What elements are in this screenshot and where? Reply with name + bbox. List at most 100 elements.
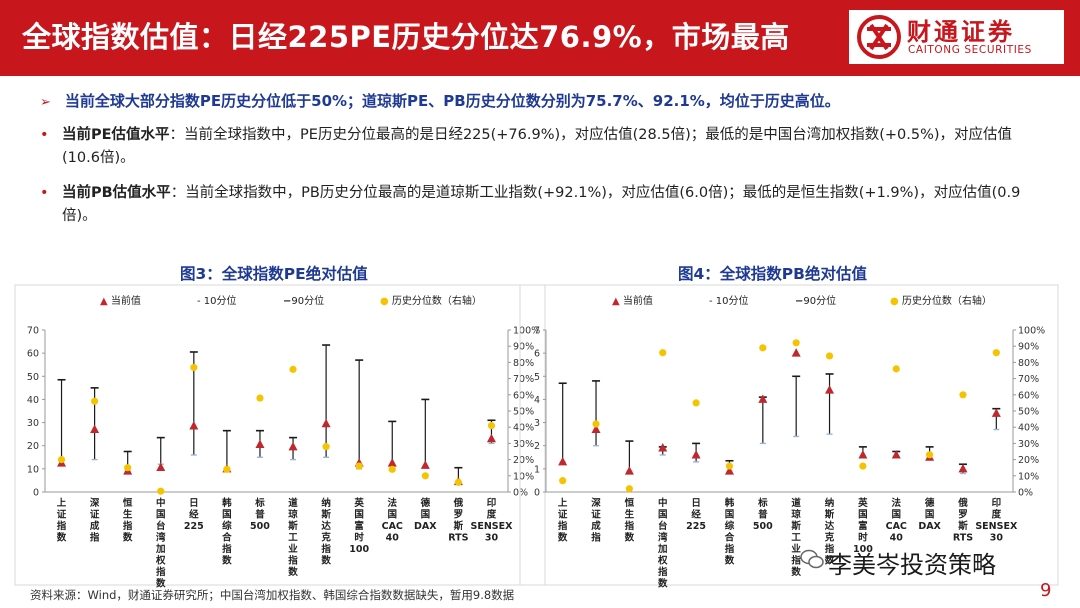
y-tick-label: 0 bbox=[33, 488, 39, 499]
category-label: 标普 500 bbox=[250, 497, 270, 532]
category-label: 深证成指 bbox=[90, 497, 100, 544]
category-label: 法国 CAC 40 bbox=[886, 497, 907, 544]
current-value-marker bbox=[691, 449, 701, 459]
chart-pe-title: 图3：全球指数PE绝对估值 bbox=[180, 265, 368, 283]
legend-pct-label: 历史分位数（右轴） bbox=[391, 296, 482, 307]
percentile-dot bbox=[289, 365, 297, 373]
chart-frame bbox=[14, 284, 546, 586]
percentile-dot bbox=[157, 487, 165, 495]
y2-tick-label: 60% bbox=[513, 390, 534, 401]
category-label: 俄罗斯 RTS bbox=[448, 497, 468, 544]
percentile-dot bbox=[625, 485, 633, 493]
current-value-marker bbox=[825, 385, 835, 394]
legend-pct-label: 历史分位数（右轴） bbox=[901, 296, 992, 307]
current-value-marker bbox=[624, 466, 634, 475]
triangle-icon: ▲ bbox=[612, 296, 620, 307]
y2-tick-label: 80% bbox=[513, 358, 534, 369]
y2-tick-label: 0% bbox=[513, 488, 528, 499]
y2-tick-label: 50% bbox=[513, 407, 534, 418]
watermark-text: 李美岑投资策略 bbox=[828, 551, 996, 579]
y-tick-label: 40 bbox=[27, 395, 39, 406]
percentile-dot bbox=[355, 462, 363, 470]
category-label: 中国台湾加权指数 bbox=[657, 497, 668, 590]
y-tick-label: 30 bbox=[27, 418, 39, 429]
legend-current-label: 当前值 bbox=[110, 296, 141, 307]
current-value-marker bbox=[189, 421, 199, 430]
y2-tick-label: 40% bbox=[1018, 423, 1039, 434]
y2-tick-label: 20% bbox=[1018, 455, 1039, 466]
category-label: 日经 225 bbox=[686, 498, 706, 532]
y2-tick-label: 100% bbox=[513, 326, 540, 337]
y-tick-label: 50 bbox=[27, 372, 39, 383]
legend-p10-item: - 10分位 bbox=[709, 296, 749, 307]
company-logo: 财通证券 CAITONG SECURITIES bbox=[849, 10, 1064, 64]
y-tick-label: 60 bbox=[27, 349, 39, 360]
legend-p10-label: 10分位 bbox=[203, 296, 237, 307]
y2-tick-label: 50% bbox=[1018, 407, 1039, 418]
current-value-marker bbox=[858, 449, 868, 459]
bullet-pb-text: ：当前全球指数中，PB历史分位最高的是道琼斯工业指数(+92.1%)，对应估值(… bbox=[62, 185, 1021, 224]
current-value-marker bbox=[486, 433, 496, 443]
percentile-dot bbox=[454, 478, 462, 486]
percentile-dot bbox=[559, 477, 567, 485]
percentile-dot bbox=[256, 394, 264, 402]
legend-p10-label: 10分位 bbox=[715, 296, 749, 307]
y2-tick-label: 70% bbox=[1018, 374, 1039, 385]
percentile-dot bbox=[91, 397, 99, 405]
category-label: 标普 500 bbox=[753, 497, 773, 532]
source-note: 资料来源：Wind，财通证券研究所；中国台湾加权指数、韩国综合指数数据缺失，暂用… bbox=[30, 588, 515, 602]
category-label: 印度 SENSEX 30 bbox=[975, 497, 1018, 544]
y2-tick-label: 70% bbox=[513, 374, 534, 385]
category-label: 中国台湾加权指数 bbox=[155, 497, 166, 590]
page-number: 9 bbox=[1040, 580, 1052, 601]
y-tick-label: 10 bbox=[27, 464, 39, 475]
bullet-pe-text: ：当前全球指数中，PE历史分位最高的是日经225(+76.9%)，对应估值(28… bbox=[62, 127, 1013, 166]
bullet-pe-label: 当前PE估值水平 bbox=[62, 127, 170, 143]
legend-p90-item: −90分位 bbox=[795, 296, 837, 307]
y2-tick-label: 60% bbox=[1018, 390, 1039, 401]
bullet-pb-label: 当前PB估值水平 bbox=[62, 185, 171, 201]
arrow-bullet-icon: ➢ bbox=[40, 95, 51, 110]
percentile-dot bbox=[759, 344, 767, 352]
percentile-dot bbox=[223, 465, 231, 473]
y2-tick-label: 0% bbox=[1018, 488, 1033, 499]
category-label: 恒生指数 bbox=[122, 497, 133, 544]
percentile-dot bbox=[992, 349, 1000, 357]
triangle-icon: ▲ bbox=[100, 296, 108, 307]
current-value-marker bbox=[591, 424, 601, 434]
percentile-dot bbox=[725, 462, 734, 470]
bullet-dot-icon: • bbox=[40, 185, 49, 201]
dot-icon: ● bbox=[890, 296, 899, 307]
category-label: 纳斯达克指数 bbox=[320, 497, 331, 567]
current-value-marker bbox=[288, 441, 298, 451]
y2-tick-label: 10% bbox=[1018, 471, 1039, 482]
legend-p90-label: 90分位 bbox=[291, 296, 325, 307]
current-value-marker bbox=[791, 348, 801, 357]
percentile-dot bbox=[388, 465, 396, 473]
y-tick-label: 1 bbox=[534, 464, 540, 475]
y-tick-label: 70 bbox=[27, 326, 39, 337]
category-label: 纳斯达克指数 bbox=[824, 497, 835, 567]
category-label: 日经 225 bbox=[184, 498, 204, 532]
current-value-marker bbox=[321, 418, 331, 428]
legend-current-label: 当前值 bbox=[622, 296, 653, 307]
percentile-dot bbox=[859, 462, 867, 470]
key-point-text: 当前全球大部分指数PE历史分位低于50%；道琼斯PE、PB历史分位数分别为75.… bbox=[64, 92, 840, 110]
legend-pct-item: ● 历史分位数（右轴） bbox=[890, 292, 992, 307]
percentile-dot bbox=[190, 363, 198, 372]
header-bar: 全球指数估值：日经225PE历史分位达76.9%，市场最高 财通证券 CAITO… bbox=[0, 0, 1080, 76]
category-label: 英国富时 100 bbox=[349, 497, 369, 555]
y-tick-label: 4 bbox=[534, 395, 540, 406]
category-label: 韩国综合指数 bbox=[221, 497, 232, 567]
category-label: 德国 DAX bbox=[414, 497, 437, 532]
category-label: 法国 CAC 40 bbox=[382, 497, 403, 544]
current-value-marker bbox=[558, 456, 568, 466]
percentile-dot bbox=[892, 365, 900, 373]
dot-icon: ● bbox=[380, 296, 389, 307]
y-tick-label: 7 bbox=[534, 326, 540, 337]
category-label: 深证成指 bbox=[591, 497, 601, 544]
y2-tick-label: 90% bbox=[1018, 342, 1039, 353]
legend-p90-label: 90分位 bbox=[803, 296, 837, 307]
